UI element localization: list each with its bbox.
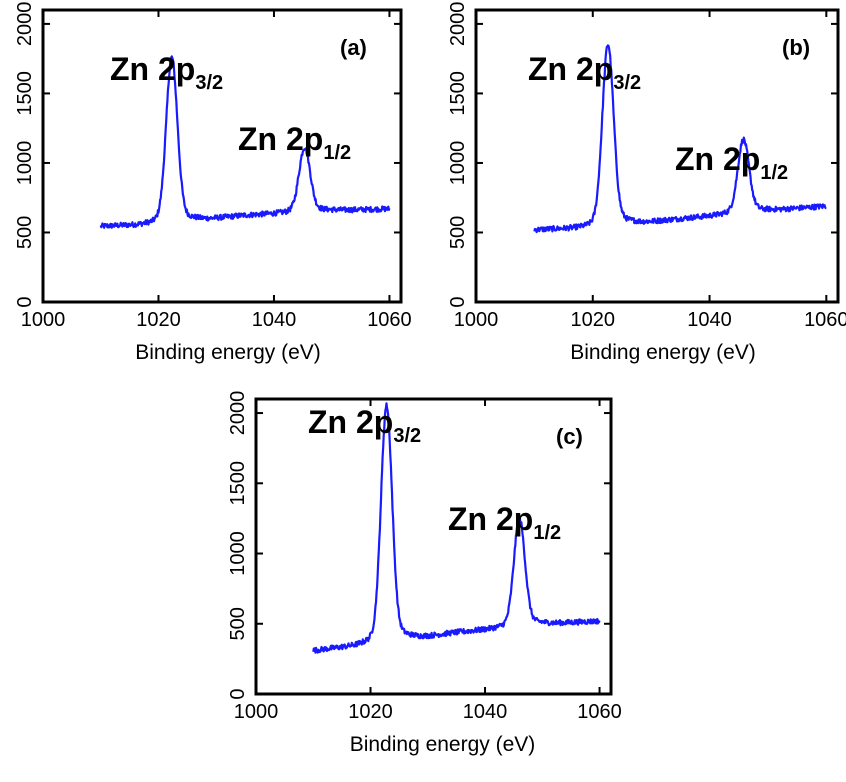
y-tick-label: 1500 [447,71,469,116]
y-tick-label: 0 [227,688,249,699]
peak-label-sub: 1/2 [323,142,351,164]
y-tick-label: 2000 [14,2,36,47]
peak-label-sub: 1/2 [533,522,561,544]
y-tick-label: 2000 [447,2,469,47]
y-tick-label: 1000 [447,141,469,186]
chart-panel-b: 1000 1020 1040 1060 0 500 1000 1500 2000 Binding … [447,2,846,364]
plot-frame [254,397,613,696]
x-tick-label: 1060 [804,309,846,331]
y-tick-label: 1500 [227,461,249,506]
y-tick-label: 500 [447,216,469,249]
x-tick-label: 1040 [252,309,297,331]
chart-panel-c: 1000 1020 1040 1060 0 500 1000 1500 2000 Binding … [227,391,622,756]
y-tick-label: 1000 [227,531,249,576]
x-tick-label: 1020 [348,701,393,723]
peak-label-3-2: Zn 2p3/2 [110,51,223,94]
peak-label-main: Zn 2p [238,121,323,157]
peak-label-3-2: Zn 2p3/2 [308,404,421,447]
panel-label: (b) [782,35,810,60]
peak-label-1-2: Zn 2p1/2 [238,121,351,164]
panel-label: (a) [340,35,367,60]
peak-label-3-2: Zn 2p3/2 [528,51,641,94]
x-axis-title: Binding energy (eV) [135,341,321,364]
peak-label-main: Zn 2p [308,404,393,440]
plot-frame [474,8,840,304]
x-tick-label: 1060 [577,701,622,723]
x-axis-title: Binding energy (eV) [570,341,756,364]
y-tick-label: 0 [447,296,469,307]
chart-panel-a: 1000 1020 1040 1060 0 500 1000 1500 2000 Binding … [14,2,412,364]
peak-label-sub: 3/2 [195,72,223,94]
spectrum-line [312,402,601,654]
x-tick-label: 1060 [367,309,412,331]
spectrum-line [533,44,827,234]
x-tick-label: 1020 [571,309,616,331]
peak-label-main: Zn 2p [528,51,613,87]
y-tick-label: 500 [227,607,249,640]
peak-label-1-2: Zn 2p1/2 [448,501,561,544]
peak-label-sub: 3/2 [613,72,641,94]
peak-label-main: Zn 2p [448,501,533,537]
x-tick-label: 1000 [234,701,279,723]
x-tick-label: 1040 [687,309,732,331]
x-tick-label: 1040 [463,701,508,723]
peak-label-sub: 3/2 [393,425,421,447]
peak-label-main: Zn 2p [675,141,760,177]
y-tick-label: 500 [14,216,36,249]
panel-label: (c) [556,424,583,449]
y-tick-label: 0 [14,296,36,307]
y-tick-label: 1000 [14,141,36,186]
x-axis-title: Binding energy (eV) [350,733,536,756]
peak-label-sub: 1/2 [760,162,788,184]
x-tick-label: 1000 [21,309,66,331]
plot-frame [41,8,403,304]
y-tick-label: 2000 [227,391,249,436]
x-tick-label: 1000 [454,309,499,331]
peak-label-main: Zn 2p [110,51,195,87]
y-tick-label: 1500 [14,71,36,116]
peak-label-1-2: Zn 2p1/2 [675,141,788,184]
spectrum-line [99,55,391,229]
x-tick-label: 1020 [136,309,181,331]
